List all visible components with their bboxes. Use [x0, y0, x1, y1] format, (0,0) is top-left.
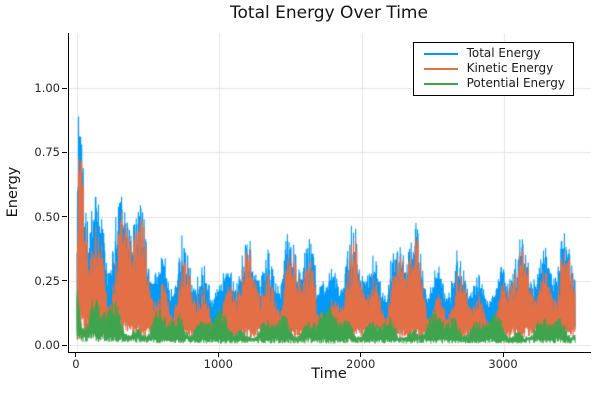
x-tick-label: 1000 [203, 357, 233, 371]
legend: Total Energy Kinetic Energy Potential Ener… [412, 42, 574, 96]
y-tick-mark [62, 151, 67, 153]
x-tick-label: 0 [72, 357, 80, 371]
x-axis-label: Time [311, 366, 347, 382]
plot-area: Total Energy Kinetic Energy Potential Ener… [68, 33, 591, 353]
y-tick-label: 0.75 [34, 145, 60, 160]
y-tick-mark [62, 344, 67, 346]
legend-line-swatch [423, 67, 458, 70]
x-tick-label: 2000 [346, 357, 376, 371]
y-tick-mark [62, 87, 67, 89]
y-tick-mark [62, 280, 67, 282]
legend-label: Total Energy [466, 46, 541, 60]
legend-item: Total Energy [423, 46, 565, 61]
x-tick-mark [360, 353, 362, 357]
y-tick-label: 0.50 [34, 209, 60, 224]
legend-line-swatch [423, 82, 458, 85]
y-tick-mark [62, 216, 67, 218]
legend-line-swatch [423, 52, 458, 55]
y-tick-label: 0.25 [34, 273, 60, 288]
x-tick-mark [217, 353, 219, 357]
legend-label: Potential Energy [466, 76, 565, 90]
y-tick-label: 0.00 [34, 338, 60, 353]
legend-item: Potential Energy [423, 76, 565, 91]
x-tick-mark [75, 353, 77, 357]
x-tick-label: 3000 [488, 357, 518, 371]
y-tick-label: 1.00 [34, 81, 60, 95]
chart-title: Total Energy Over Time [230, 3, 428, 23]
x-tick-mark [502, 353, 504, 357]
legend-label: Kinetic Energy [466, 61, 554, 75]
legend-item: Kinetic Energy [423, 61, 565, 76]
